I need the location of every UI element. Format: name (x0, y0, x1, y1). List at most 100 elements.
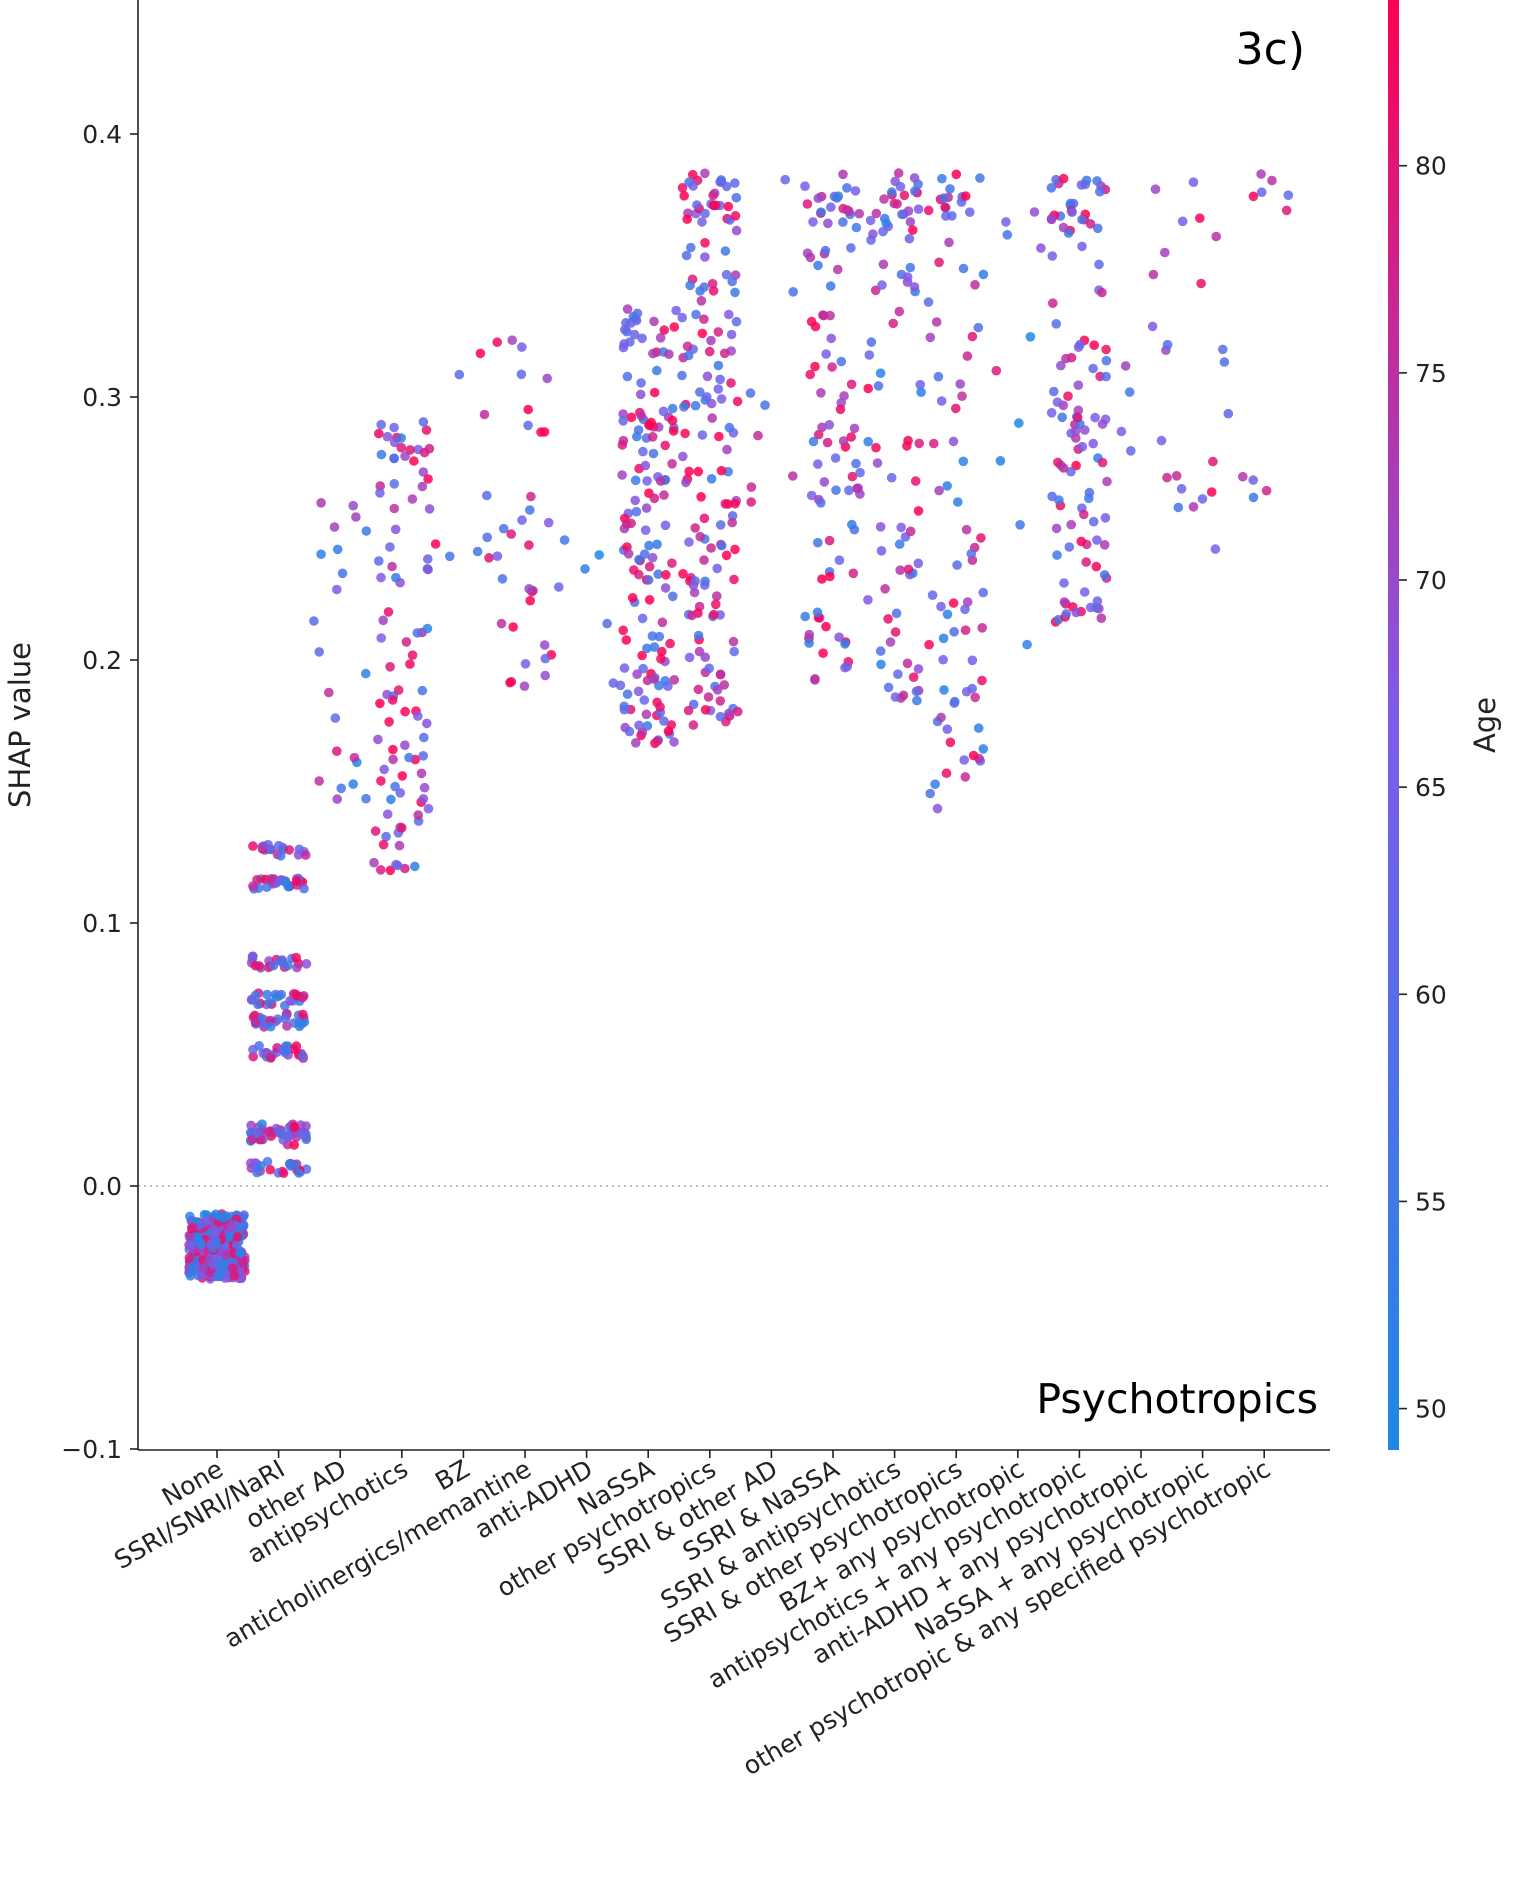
data-point (348, 779, 359, 789)
data-point (619, 513, 630, 524)
data-point (505, 677, 515, 688)
data-point (1067, 207, 1077, 217)
data-point (410, 861, 420, 872)
data-point (228, 1263, 238, 1274)
data-point (1071, 607, 1082, 618)
data-point (890, 692, 901, 702)
data-point (232, 1232, 243, 1242)
data-point (820, 245, 831, 256)
data-point (667, 415, 678, 426)
data-point (711, 599, 721, 610)
data-point (910, 476, 921, 486)
data-point (643, 575, 654, 585)
data-point (252, 1167, 262, 1178)
data-point (622, 304, 633, 314)
data-point (844, 485, 854, 496)
data-point (678, 451, 688, 462)
data-point (724, 422, 735, 433)
data-point (833, 191, 844, 201)
data-point (1197, 494, 1208, 504)
data-point (1206, 487, 1217, 497)
data-point (1267, 175, 1277, 186)
data-point (838, 217, 848, 227)
data-point (708, 200, 719, 211)
data-point (726, 329, 737, 340)
data-point (1079, 509, 1089, 520)
data-point (1061, 353, 1071, 364)
data-point (1077, 241, 1087, 252)
data-point (713, 327, 724, 337)
data-point (637, 333, 647, 344)
data-point (865, 215, 876, 226)
data-point (424, 443, 435, 454)
data-point (692, 200, 702, 210)
data-point (298, 1009, 308, 1020)
data-point (376, 419, 387, 430)
data-point (627, 593, 638, 603)
data-point (232, 1239, 242, 1250)
data-point (1223, 408, 1234, 419)
data-point (962, 351, 973, 361)
data-point (1147, 321, 1158, 332)
data-point (391, 859, 401, 870)
data-point (375, 481, 386, 491)
data-point (934, 257, 944, 268)
data-point (667, 403, 678, 414)
data-point (248, 881, 258, 891)
data-point (707, 413, 717, 423)
data-point (1148, 269, 1159, 280)
data-point (376, 776, 386, 786)
data-point (962, 597, 973, 607)
data-point (628, 311, 639, 322)
data-point (1058, 173, 1069, 184)
data-point (953, 497, 963, 507)
data-point (290, 1160, 300, 1170)
data-point (337, 568, 348, 579)
data-point (423, 564, 433, 575)
data-point (641, 503, 652, 513)
data-point (1256, 187, 1267, 197)
data-point (211, 1236, 221, 1247)
data-point (1046, 183, 1057, 193)
data-point (1156, 435, 1167, 446)
data-point (961, 686, 972, 697)
data-point (886, 472, 897, 483)
data-point (523, 404, 533, 415)
data-point (916, 387, 926, 398)
data-point (695, 286, 705, 296)
data-point (715, 696, 726, 706)
data-point (914, 438, 924, 449)
data-point (661, 570, 671, 580)
data-point (660, 440, 670, 451)
data-point (382, 689, 392, 700)
data-point (1101, 355, 1112, 366)
data-point (409, 456, 419, 466)
data-point (281, 1045, 292, 1056)
data-point (540, 670, 550, 681)
data-point (374, 556, 384, 566)
data-point (817, 422, 827, 433)
data-point (753, 430, 763, 441)
data-point (386, 794, 396, 805)
data-point (1076, 536, 1086, 547)
data-point (818, 648, 828, 658)
data-point (640, 525, 651, 535)
data-point (1059, 597, 1070, 607)
data-point (805, 252, 816, 263)
data-point (507, 335, 517, 346)
data-point (699, 555, 709, 565)
data-point (821, 349, 831, 359)
data-point (389, 479, 400, 489)
data-point (633, 686, 644, 697)
data-point (376, 449, 387, 460)
data-point (911, 686, 922, 697)
data-point (838, 169, 848, 180)
data-point (955, 379, 965, 389)
data-point (684, 652, 695, 663)
data-point (185, 1233, 195, 1243)
data-point (667, 558, 677, 568)
data-point (250, 990, 261, 1001)
data-point (721, 269, 732, 280)
data-point (699, 314, 709, 325)
data-point (691, 309, 701, 320)
